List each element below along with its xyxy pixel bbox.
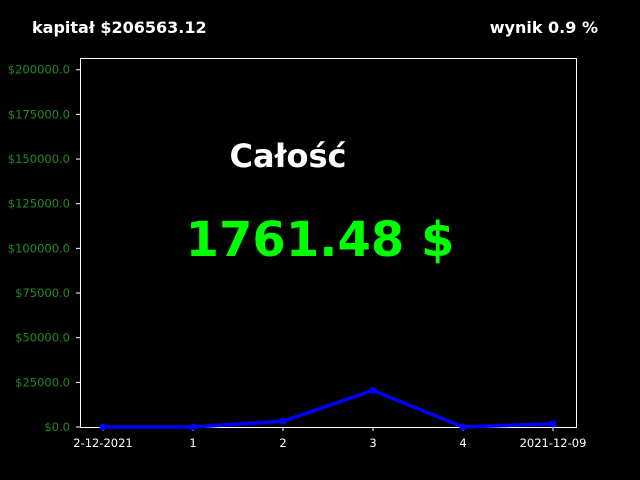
x-tick-label: 1	[189, 436, 196, 450]
y-tick-label: $150000.0	[8, 152, 70, 166]
x-tick-label: 2021-12-09	[520, 436, 587, 450]
y-tick-label: $200000.0	[8, 63, 70, 77]
data-point	[549, 420, 557, 428]
y-tick-label: $175000.0	[8, 107, 70, 121]
x-tick-label: 4	[459, 436, 466, 450]
data-point	[99, 423, 107, 431]
y-tick-label: $50000.0	[15, 331, 70, 345]
data-point	[279, 417, 287, 425]
y-tick-label: $25000.0	[15, 375, 70, 389]
y-tick-label: $75000.0	[15, 286, 70, 300]
data-point	[189, 423, 197, 431]
data-point	[369, 386, 377, 394]
x-tick-label: 2-12-2021	[73, 436, 133, 450]
x-tick-label: 2	[279, 436, 286, 450]
overlay-value: 1761.48 $	[186, 212, 455, 268]
plot-frame	[80, 58, 577, 428]
y-tick-label: $100000.0	[8, 241, 70, 255]
series-line	[103, 388, 554, 429]
x-tick-label: 3	[369, 436, 376, 450]
y-axis: $0.0 $25000.0 $50000.0 $75000.0 $100000.0 $12…	[8, 63, 80, 434]
y-tick-label: $125000.0	[8, 197, 70, 211]
result-label: wynik 0.9 %	[489, 18, 598, 37]
capital-label: kapitał $206563.12	[32, 18, 207, 37]
y-tick-label: $0.0	[44, 420, 70, 434]
x-axis: 2-12-2021 1 2 3 4 2021-12-09	[73, 427, 586, 450]
series-group	[99, 386, 557, 431]
data-point	[459, 423, 467, 431]
overlay-title: Całość	[230, 137, 347, 175]
